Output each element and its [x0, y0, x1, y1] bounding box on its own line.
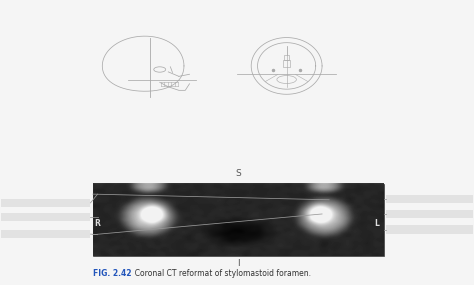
Bar: [0, 213, 91, 221]
Bar: [0, 199, 91, 207]
Bar: [386, 210, 474, 218]
Text: L: L: [374, 219, 379, 228]
Text: R: R: [94, 219, 100, 228]
Bar: [283, 60, 290, 67]
Text: FIG. 2.42: FIG. 2.42: [93, 269, 131, 278]
Bar: [386, 195, 474, 203]
Bar: [284, 55, 290, 60]
Bar: [386, 225, 474, 234]
Text: Coronal CT reformat of stylomastoid foramen.: Coronal CT reformat of stylomastoid fora…: [130, 269, 311, 278]
Text: I: I: [237, 259, 240, 268]
Bar: [93, 184, 383, 256]
Bar: [0, 230, 91, 238]
Text: S: S: [236, 169, 241, 178]
